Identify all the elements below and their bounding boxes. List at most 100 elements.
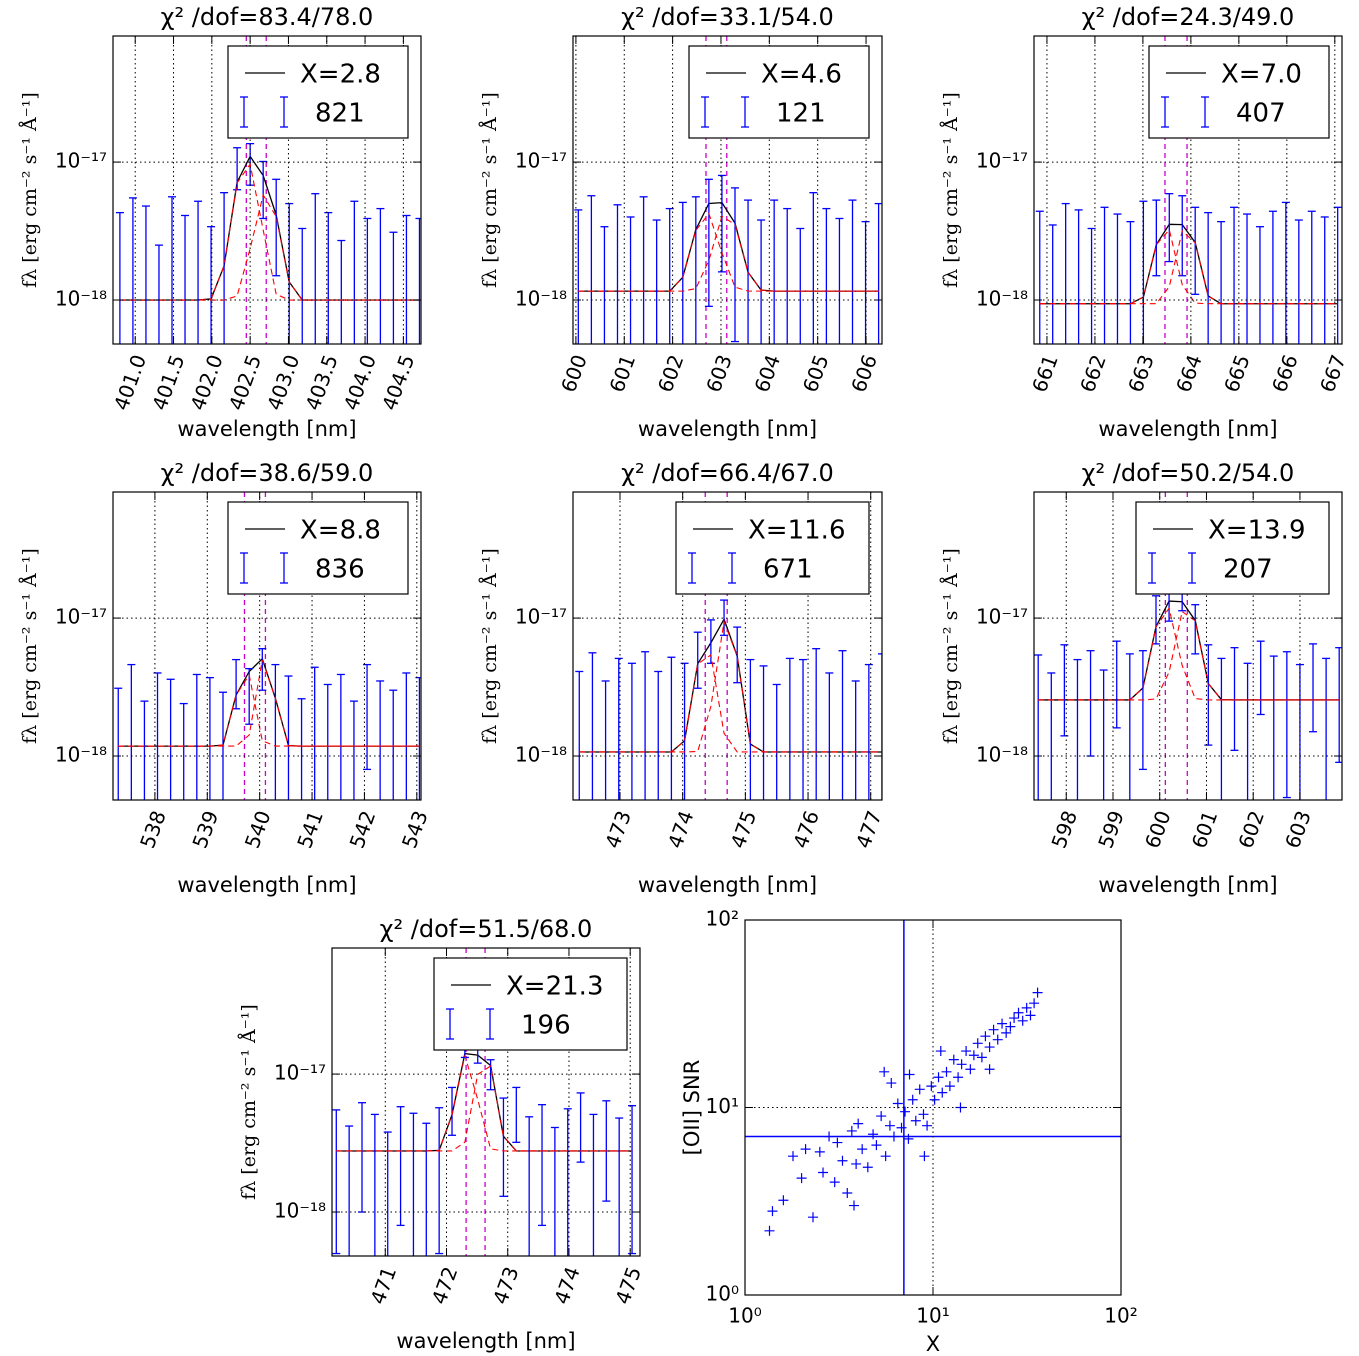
x-tick-label: 542 — [345, 807, 381, 851]
scatter-point — [922, 1120, 933, 1131]
legend-label: X=8.8 — [300, 516, 381, 546]
chart-title: χ² /dof=38.6/59.0 — [161, 459, 374, 487]
error-bar — [1048, 224, 1057, 344]
error-bar — [310, 666, 319, 800]
legend-label: 196 — [521, 1011, 571, 1041]
panel: 538 539 540 541 542 543 10⁻¹⁸ 10⁻¹⁷ X=8.8 836 χ² /… — [19, 459, 433, 897]
x-tick-label: 401.5 — [147, 351, 189, 413]
x-axis-label: wavelength [nm] — [1098, 417, 1277, 441]
x-tick-label: 666 — [1267, 351, 1303, 395]
error-bar — [363, 663, 372, 771]
error-bar — [415, 217, 421, 344]
series-line — [579, 654, 882, 753]
scatter-point — [926, 1081, 937, 1092]
error-bar — [600, 226, 609, 344]
y-tick-label: 10⁻¹⁸ — [55, 287, 107, 311]
error-bar — [1178, 195, 1187, 277]
error-bar — [835, 217, 844, 344]
y-tick-label: 10⁻¹⁸ — [55, 743, 107, 767]
x-tick-label: 473 — [488, 1263, 524, 1307]
axes-frame — [744, 919, 1122, 1296]
scatter-point — [886, 1078, 897, 1089]
scatter-point — [764, 1225, 775, 1236]
legend-label: 671 — [763, 555, 813, 585]
error-bar — [665, 207, 674, 344]
error-bar — [363, 217, 372, 344]
error-bar — [1230, 647, 1239, 751]
error-bar — [1126, 220, 1135, 344]
error-bar — [376, 207, 385, 344]
x-axis-label: wavelength [nm] — [396, 1329, 575, 1353]
scatter-point — [892, 1098, 903, 1109]
x-tick-label: 403.0 — [262, 351, 304, 413]
panel: 598 599 600 601 602 603 10⁻¹⁸ 10⁻¹⁷ X=13.9 207 χ² … — [940, 459, 1343, 897]
x-tick-label: 600 — [1140, 807, 1176, 851]
scatter-point — [976, 1052, 987, 1063]
legend-box — [227, 501, 409, 595]
axes-frame — [331, 947, 641, 1257]
error-bar — [838, 650, 847, 800]
x-tick-label: 605 — [798, 351, 834, 395]
legend-box — [1135, 501, 1330, 595]
error-bar — [512, 1086, 521, 1143]
error-bar — [809, 192, 818, 344]
series-line — [118, 657, 420, 747]
scatter-point — [868, 1129, 879, 1140]
error-bar — [1100, 206, 1109, 344]
panel: 473 474 475 476 477 10⁻¹⁸ 10⁻¹⁷ X=11.6 671 χ² /do… — [479, 459, 887, 897]
scatter-point — [853, 1118, 864, 1129]
error-bar — [628, 1105, 637, 1255]
series-line — [579, 619, 882, 753]
error-bar — [284, 675, 293, 800]
y-tick-label: 10⁻¹⁷ — [274, 1061, 326, 1085]
series-line — [578, 215, 879, 292]
error-bar — [733, 626, 742, 684]
scatter-point — [818, 1167, 829, 1178]
error-bar — [1073, 658, 1082, 800]
error-bar — [128, 197, 137, 344]
error-bar — [298, 227, 307, 344]
chart-title: χ² /dof=24.3/49.0 — [1082, 3, 1295, 31]
error-bar — [499, 1097, 508, 1197]
plot-area — [1034, 492, 1342, 800]
error-bar — [324, 211, 333, 344]
error-bar — [336, 673, 345, 800]
scatter-point — [935, 1046, 946, 1057]
error-bar — [207, 226, 216, 344]
error-bar — [614, 657, 623, 800]
x-tick-label: 543 — [397, 807, 433, 851]
scatter-point — [796, 1173, 807, 1184]
scatter-point — [862, 1162, 873, 1173]
error-bar — [812, 648, 821, 800]
scatter-point — [992, 1034, 1003, 1045]
y-tick-label: 10⁻¹⁸ — [274, 1199, 326, 1223]
legend: X=11.6 671 — [675, 501, 870, 595]
series-line — [1039, 229, 1338, 305]
x-tick-label: 401.0 — [109, 351, 151, 413]
y-tick-label: 10⁻¹⁷ — [515, 605, 567, 629]
error-bar — [370, 1113, 379, 1256]
series-line — [578, 201, 879, 292]
y-tick-label: 10¹ — [706, 1094, 739, 1118]
scatter-point — [800, 1144, 811, 1155]
y-tick-label: 10² — [706, 907, 739, 931]
legend-label: 207 — [1223, 555, 1273, 585]
legend-label: X=21.3 — [506, 972, 604, 1002]
error-bar — [1035, 210, 1044, 344]
scatter-point — [832, 1137, 843, 1148]
x-tick-label: 601 — [1187, 807, 1223, 851]
error-bar — [744, 199, 753, 344]
error-bar — [717, 174, 726, 273]
x-axis-label: X — [926, 1332, 940, 1356]
x-tick-label: 599 — [1093, 807, 1129, 851]
scatter-point — [879, 1066, 890, 1077]
legend: X=8.8 836 — [227, 501, 409, 595]
error-bar — [1034, 654, 1043, 800]
y-tick-label: 10⁻¹⁷ — [55, 149, 107, 173]
scatter-point — [910, 1115, 921, 1126]
legend-box — [1148, 45, 1330, 139]
error-bar — [1191, 206, 1200, 295]
scatter-point — [988, 1024, 999, 1035]
scatter-point — [944, 1081, 955, 1092]
scatter-point — [1025, 1010, 1036, 1021]
